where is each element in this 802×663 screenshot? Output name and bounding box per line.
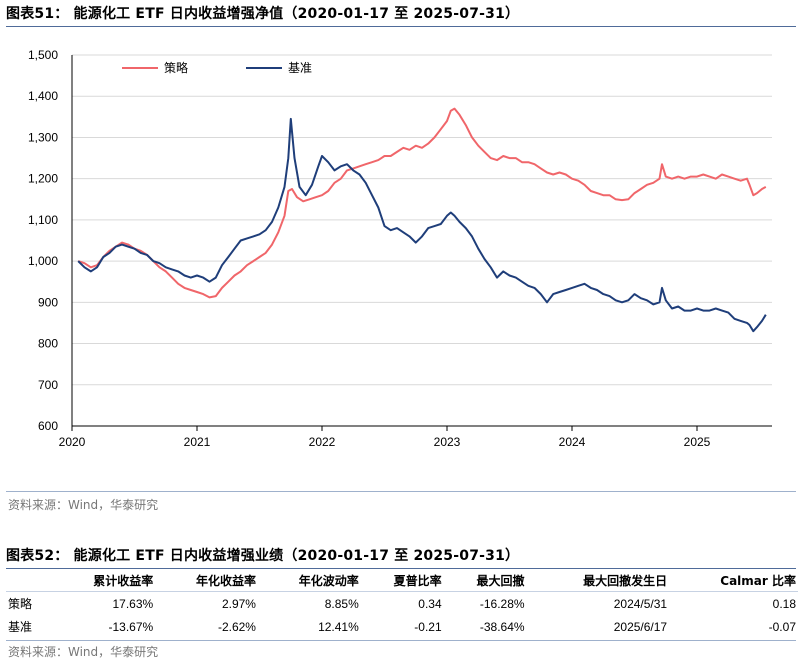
table-title-divider bbox=[6, 568, 796, 569]
header-calmar: Calmar 比率 bbox=[720, 573, 796, 588]
table-header-row: 累计收益率 年化收益率 年化波动率 夏普比率 最大回撤 最大回撤发生日 Calm… bbox=[6, 569, 798, 592]
legend-label: 策略 bbox=[164, 60, 188, 75]
cell-annual-return: 2.97% bbox=[155, 591, 258, 615]
x-tick-labels: 2020 2021 2022 2023 2024 2025 bbox=[59, 435, 711, 449]
cell-sharpe: -0.21 bbox=[414, 619, 442, 634]
series-line-benchmark bbox=[77, 117, 767, 333]
cell-sharpe: 0.34 bbox=[360, 591, 444, 615]
y-tick-label: 1,000 bbox=[28, 254, 58, 268]
cell-annual-volatility: 12.41% bbox=[318, 619, 359, 634]
row-label: 基准 bbox=[8, 620, 33, 634]
legend: 策略 基准 bbox=[122, 60, 312, 75]
x-tick-label: 2021 bbox=[184, 435, 211, 449]
series-lines bbox=[77, 107, 767, 333]
header-cumulative-return: 累计收益率 bbox=[93, 573, 154, 588]
table-row: 基准 -13.67% -2.62% 12.41% -0.21 -38.64% 2… bbox=[6, 615, 798, 638]
header-annual-volatility: 年化波动率 bbox=[298, 573, 359, 588]
y-tick-label: 800 bbox=[38, 337, 58, 351]
x-tick-label: 2024 bbox=[559, 435, 586, 449]
figure2-title: 图表52： 能源化工 ETF 日内收益增强业绩（2020-01-17 至 202… bbox=[6, 548, 520, 564]
legend-label: 基准 bbox=[288, 61, 312, 75]
figure1-title: 图表51： 能源化工 ETF 日内收益增强净值（2020-01-17 至 202… bbox=[6, 6, 520, 22]
y-tick-label: 1,100 bbox=[28, 213, 58, 227]
cell-calmar: -0.07 bbox=[768, 619, 796, 634]
cell-annual-return: -2.62% bbox=[217, 619, 256, 634]
y-tick-label: 1,200 bbox=[28, 172, 58, 186]
cell-max-drawdown-date: 2024/5/31 bbox=[526, 591, 670, 615]
series-line-strategy bbox=[77, 107, 767, 299]
header-empty bbox=[6, 569, 52, 592]
y-tick-label: 1,500 bbox=[28, 48, 58, 62]
cell-annual-volatility: 8.85% bbox=[257, 591, 361, 615]
performance-table: 累计收益率 年化收益率 年化波动率 夏普比率 最大回撤 最大回撤发生日 Calm… bbox=[6, 569, 798, 638]
cell-max-drawdown: -16.28% bbox=[443, 591, 527, 615]
x-tick-label: 2022 bbox=[309, 435, 336, 449]
cell-max-drawdown: -38.64% bbox=[479, 619, 525, 634]
header-max-drawdown-date: 最大回撤发生日 bbox=[583, 573, 668, 588]
row-label: 策略 bbox=[6, 591, 53, 615]
header-sharpe: 夏普比率 bbox=[393, 573, 442, 588]
header-max-drawdown: 最大回撤 bbox=[476, 573, 525, 588]
x-tick-label: 2020 bbox=[59, 435, 86, 449]
chart-bottom-divider bbox=[6, 491, 796, 492]
y-tick-label: 1,300 bbox=[28, 130, 58, 144]
cell-max-drawdown-date: 2025/6/17 bbox=[613, 619, 668, 634]
y-tick-label: 600 bbox=[38, 419, 58, 433]
cell-calmar: 0.18 bbox=[669, 591, 798, 615]
y-gridlines bbox=[72, 54, 772, 427]
x-tick-label: 2025 bbox=[684, 435, 711, 449]
y-tick-label: 1,400 bbox=[28, 89, 58, 103]
figure1-source: 资料来源：Wind，华泰研究 bbox=[8, 498, 159, 512]
y-tick-label: 900 bbox=[38, 295, 58, 309]
x-tick-label: 2023 bbox=[434, 435, 461, 449]
cell-cumulative-return: 17.63% bbox=[52, 591, 156, 615]
table-bottom-divider bbox=[6, 640, 796, 641]
title-divider bbox=[6, 26, 796, 27]
nav-line-chart: 600 700 800 900 1,000 1,100 1,200 1,300 1,400 1,5… bbox=[28, 48, 772, 449]
axes bbox=[71, 55, 772, 431]
cell-cumulative-return: -13.67% bbox=[108, 619, 154, 634]
y-tick-labels: 600 700 800 900 1,000 1,100 1,200 1,300 1,400 1,5… bbox=[28, 48, 58, 433]
figure2-source: 资料来源：Wind，华泰研究 bbox=[8, 645, 159, 659]
y-tick-label: 700 bbox=[38, 378, 58, 392]
table-row: 策略 17.63% 2.97% 8.85% 0.34 -16.28% 2024/… bbox=[6, 591, 798, 615]
header-annual-return: 年化收益率 bbox=[195, 573, 256, 588]
